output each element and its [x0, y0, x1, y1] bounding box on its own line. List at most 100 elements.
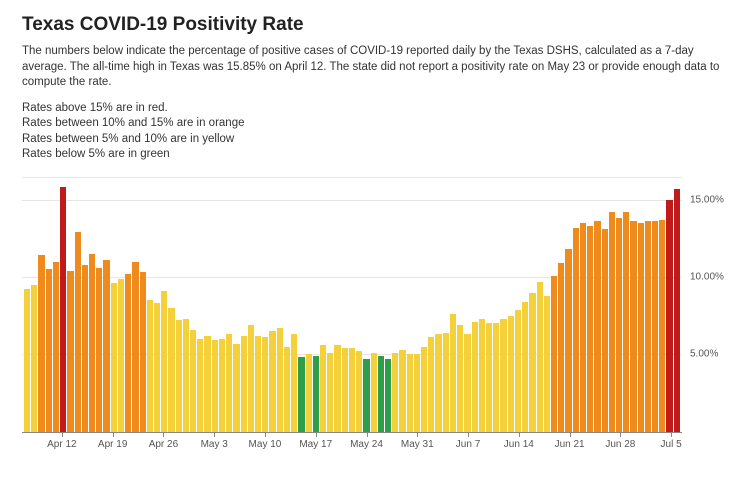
bar — [103, 260, 109, 432]
positivity-bar-chart: 5.00%10.00%15.00% Apr 12Apr 19Apr 26May … — [22, 177, 728, 457]
legend-line: Rates between 10% and 15% are in orange — [22, 116, 728, 132]
bar — [508, 316, 514, 432]
bar — [248, 325, 254, 432]
bar — [334, 345, 340, 432]
bar — [82, 265, 88, 432]
bar — [53, 262, 59, 432]
bar — [493, 323, 499, 431]
bar — [515, 310, 521, 432]
bar — [241, 336, 247, 432]
bar — [652, 221, 658, 431]
x-tick — [62, 433, 63, 437]
bar — [551, 276, 557, 432]
x-tick — [316, 433, 317, 437]
bar — [645, 221, 651, 431]
bar — [140, 272, 146, 431]
bar — [371, 353, 377, 432]
bar — [197, 339, 203, 432]
bar — [277, 328, 283, 432]
bar — [573, 228, 579, 432]
y-axis-label: 5.00% — [690, 349, 718, 360]
bar — [392, 353, 398, 432]
bar — [342, 348, 348, 431]
bar — [161, 291, 167, 432]
bar — [558, 263, 564, 431]
x-tick — [570, 433, 571, 437]
bar — [118, 279, 124, 432]
bar — [46, 269, 52, 431]
bar — [38, 255, 44, 431]
bar — [284, 347, 290, 432]
bar — [472, 322, 478, 432]
bar — [421, 347, 427, 432]
bar — [67, 271, 73, 432]
bar — [435, 334, 441, 431]
bar — [385, 359, 391, 432]
bar — [486, 323, 492, 431]
bar — [544, 296, 550, 432]
bar — [306, 354, 312, 431]
x-axis-label: Apr 19 — [98, 439, 127, 450]
bar — [363, 359, 369, 432]
x-tick — [468, 433, 469, 437]
bar — [609, 212, 615, 431]
bar — [580, 223, 586, 432]
bar — [356, 351, 362, 431]
description: The numbers below indicate the percentag… — [22, 44, 722, 91]
x-axis-label: Jun 21 — [555, 439, 585, 450]
bar — [176, 320, 182, 431]
bar — [522, 302, 528, 432]
bar — [529, 293, 535, 432]
bar — [537, 282, 543, 432]
x-axis-label: May 24 — [350, 439, 383, 450]
x-axis-label: May 17 — [299, 439, 332, 450]
x-axis-label: May 10 — [249, 439, 282, 450]
x-axis-label: Jul 5 — [661, 439, 682, 450]
x-tick — [113, 433, 114, 437]
bar — [594, 221, 600, 431]
bar — [659, 220, 665, 432]
legend-line: Rates above 15% are in red. — [22, 101, 728, 117]
bar — [262, 337, 268, 431]
x-tick — [620, 433, 621, 437]
bar — [479, 319, 485, 432]
x-tick — [417, 433, 418, 437]
bar — [457, 325, 463, 432]
bar — [168, 308, 174, 432]
bar — [320, 345, 326, 432]
x-tick — [671, 433, 672, 437]
bar — [291, 334, 297, 431]
x-axis-label: May 3 — [201, 439, 228, 450]
bar — [464, 334, 470, 431]
bar — [111, 283, 117, 431]
bar — [219, 339, 225, 432]
page-title: Texas COVID-19 Positivity Rate — [22, 14, 728, 36]
y-axis-label: 10.00% — [690, 272, 724, 283]
bar — [183, 319, 189, 432]
bar — [565, 249, 571, 431]
bar — [450, 314, 456, 431]
x-axis-label: Apr 26 — [149, 439, 178, 450]
bar — [587, 226, 593, 432]
bar — [226, 334, 232, 431]
bar — [623, 212, 629, 431]
bar — [500, 319, 506, 432]
bar — [378, 356, 384, 432]
bar — [666, 200, 672, 432]
bar — [233, 344, 239, 432]
bar — [154, 303, 160, 431]
bar — [147, 300, 153, 431]
bar — [638, 223, 644, 432]
legend-line: Rates below 5% are in green — [22, 147, 728, 163]
bar — [428, 337, 434, 431]
bar — [349, 348, 355, 431]
bar — [298, 357, 304, 431]
bar — [89, 254, 95, 432]
bar — [399, 350, 405, 432]
x-tick — [214, 433, 215, 437]
container: Texas COVID-19 Positivity Rate The numbe… — [0, 0, 750, 457]
bar — [313, 356, 319, 432]
bar — [674, 189, 680, 432]
bar — [75, 232, 81, 431]
bar — [132, 262, 138, 432]
